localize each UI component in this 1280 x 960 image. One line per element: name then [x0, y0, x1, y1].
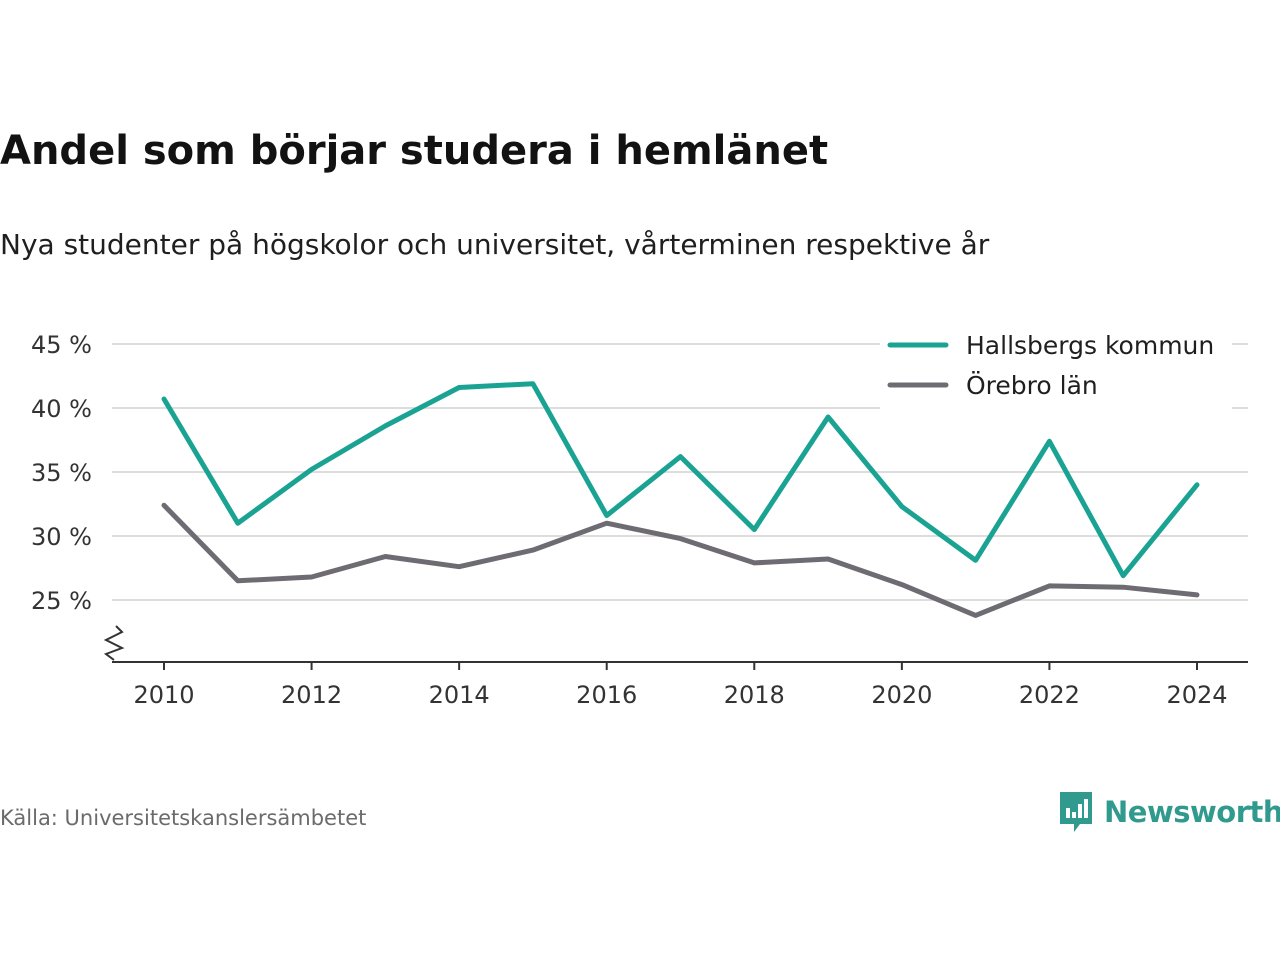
- axis-break-icon: [103, 625, 125, 661]
- brand-logo: Newsworthy: [1058, 790, 1280, 834]
- x-tick-label: 2014: [429, 681, 490, 709]
- axes: 25 % 30 % 35 % 40 % 45 % 2010 2012 2014 2016 2018…: [31, 331, 1248, 709]
- x-tick-label: 2024: [1166, 681, 1227, 709]
- legend-label: Örebro län: [966, 371, 1098, 400]
- y-tick-label: 25 %: [31, 587, 92, 615]
- line-chart: 25 % 30 % 35 % 40 % 45 % 2010 2012 2014 2016 2018…: [31, 324, 1248, 709]
- brand-name: Newsworthy: [1104, 795, 1280, 829]
- series-line-2: [161, 502, 1200, 618]
- y-tick-label: 35 %: [31, 459, 92, 487]
- x-tick-label: 2016: [576, 681, 637, 709]
- y-tick-label: 45 %: [31, 331, 92, 359]
- x-tick-label: 2022: [1019, 681, 1080, 709]
- x-tick-label: 2020: [871, 681, 932, 709]
- chart-title: Andel som börjar studera i hemlänet: [0, 128, 829, 174]
- legend-label: Hallsbergs kommun: [966, 331, 1214, 360]
- x-tick-label: 2010: [133, 681, 194, 709]
- x-tick-label: 2012: [281, 681, 342, 709]
- legend-background: [880, 324, 1232, 410]
- source-note: Källa: Universitetskanslersämbetet: [0, 806, 367, 830]
- x-tick-label: 2018: [724, 681, 785, 709]
- series-line-1: [161, 381, 1200, 579]
- y-tick-label: 30 %: [31, 523, 92, 551]
- legend: Hallsbergs kommun Örebro län: [880, 324, 1232, 410]
- y-tick-label: 40 %: [31, 395, 92, 423]
- series-lines: [161, 381, 1200, 618]
- newsworthy-logo-icon: [1060, 792, 1092, 832]
- chart-subtitle: Nya studenter på högskolor och universit…: [0, 228, 990, 261]
